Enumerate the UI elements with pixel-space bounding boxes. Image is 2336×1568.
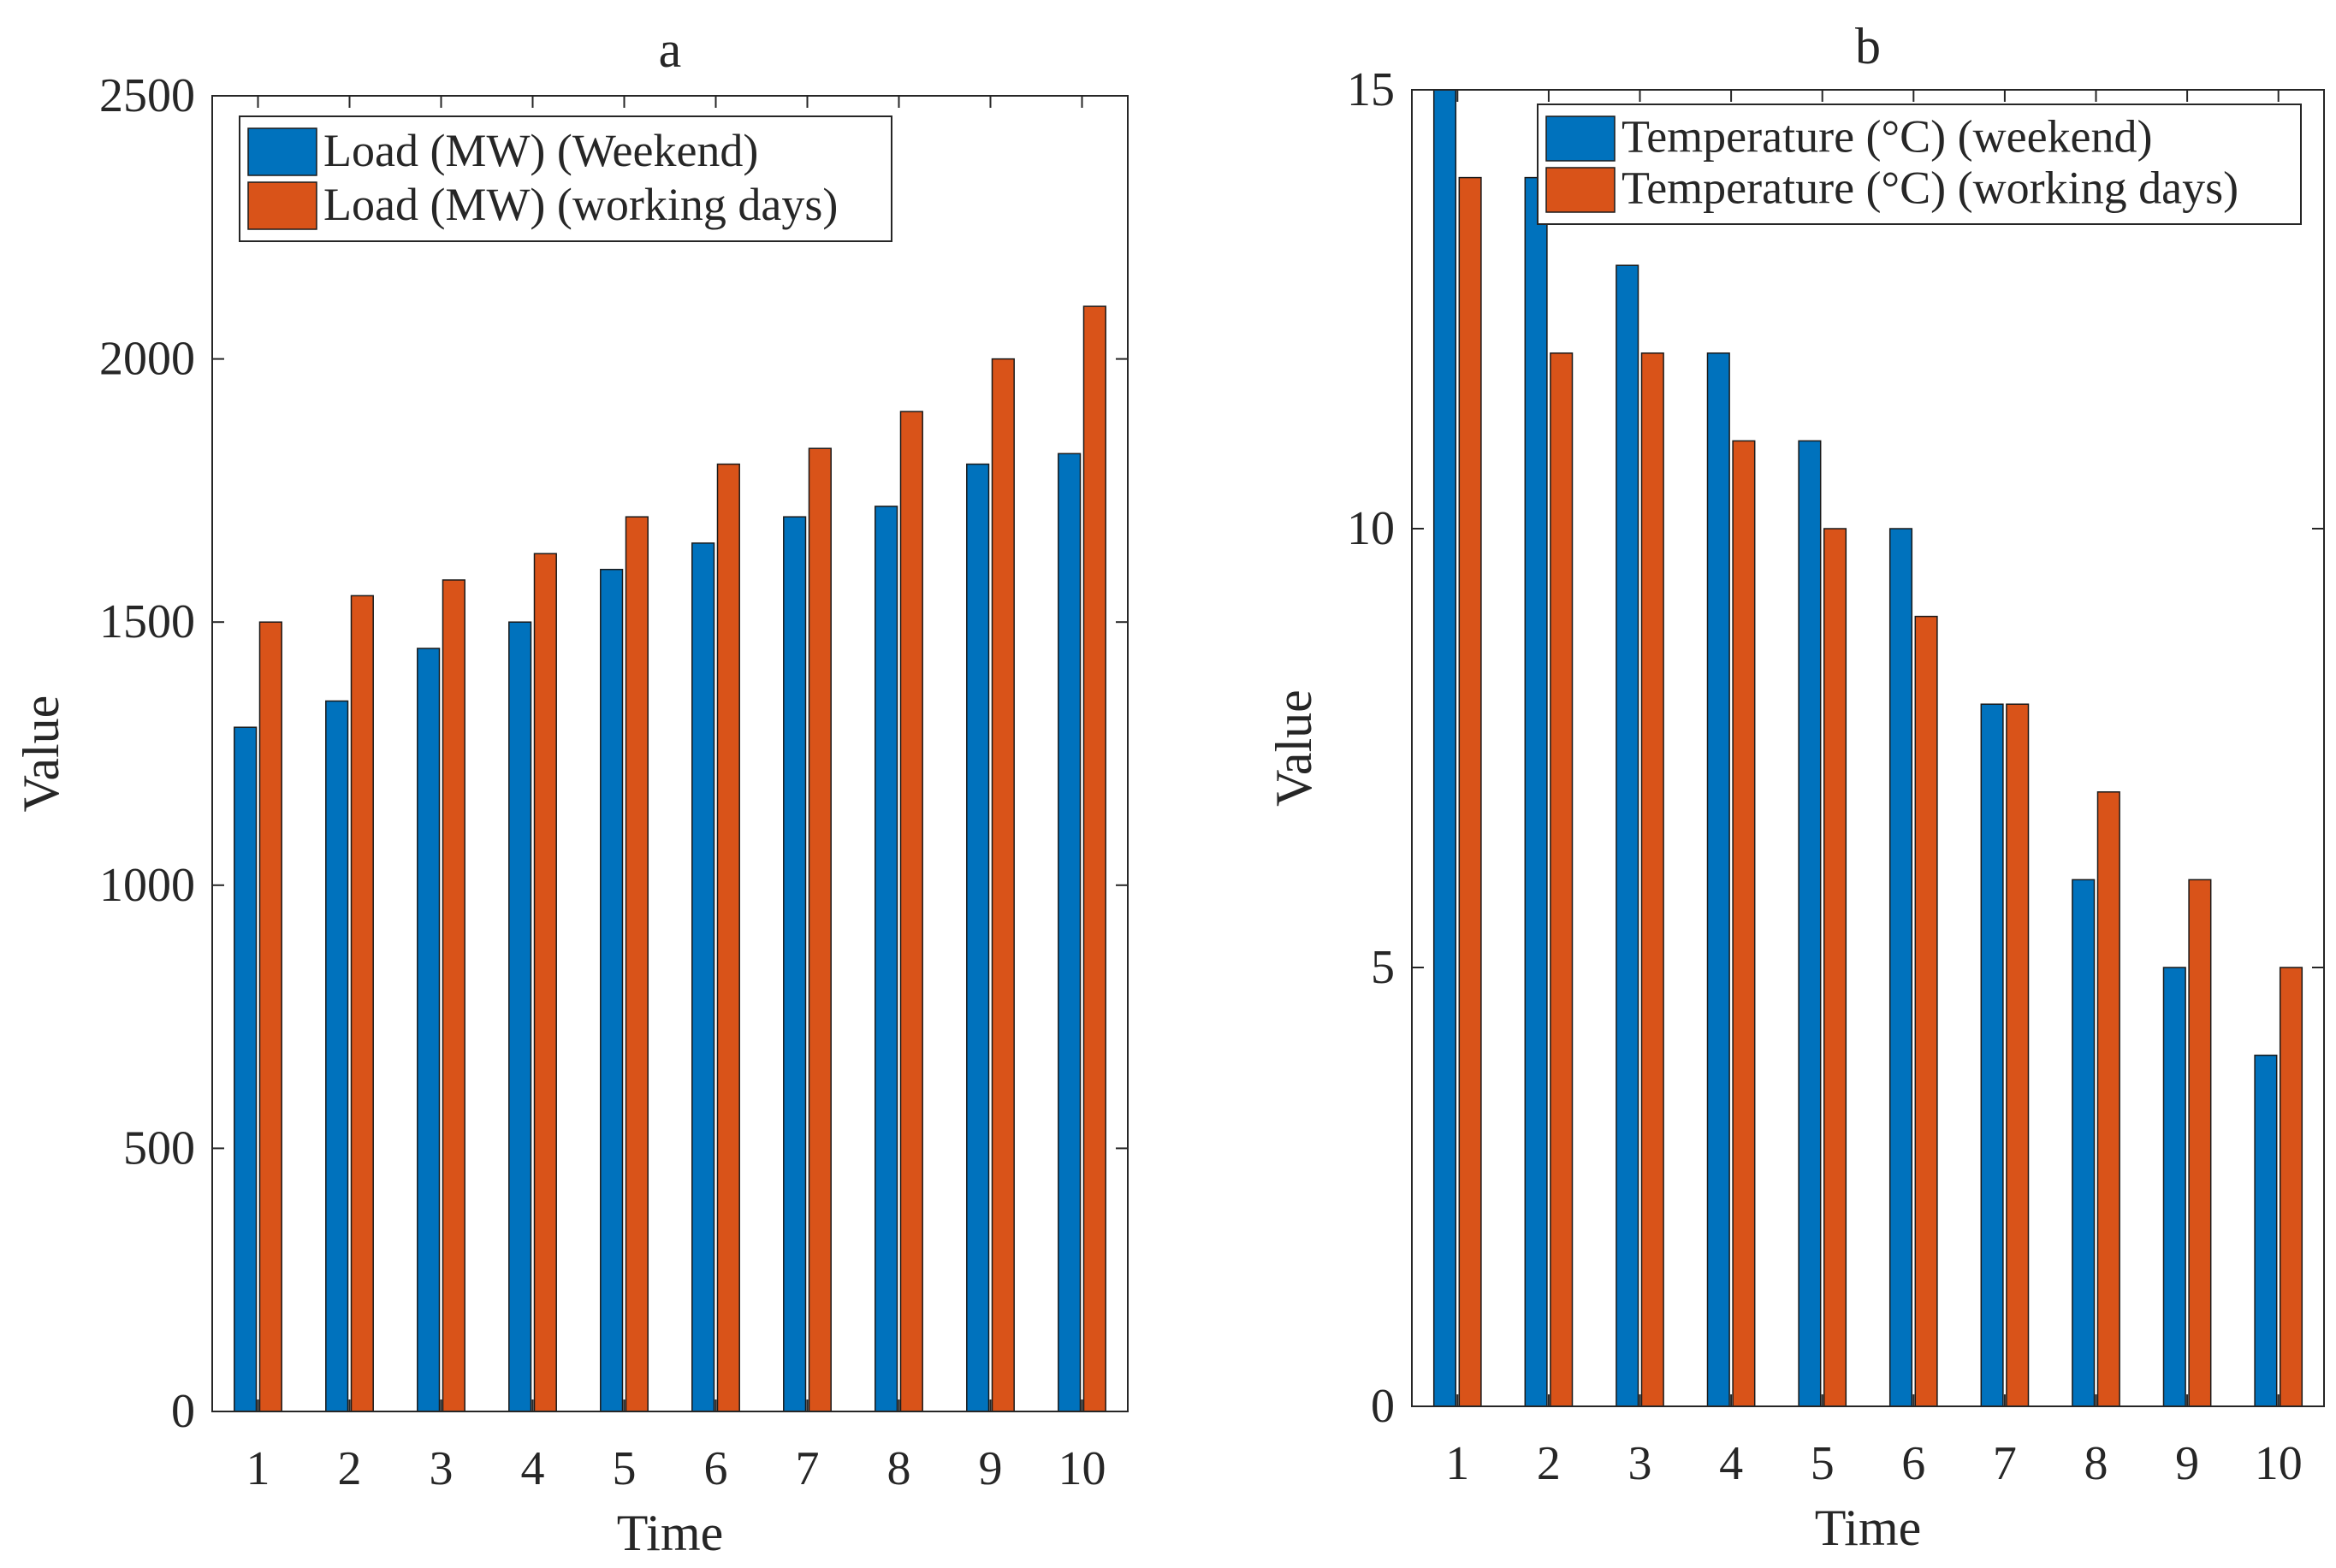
plot-area-frame [1411, 89, 2325, 1407]
chart-panel-b: 0 5 10 15 1 2 3 4 5 6 7 8 9 10 b Time Value Temperature (… [1266, 18, 2325, 1556]
legend-label-series2: Load (MW) (working days) [323, 179, 838, 230]
bar-series2-t6 [716, 463, 740, 1412]
legend-label-series1: Load (MW) (Weekend) [323, 125, 758, 176]
legend-box [239, 115, 892, 242]
bar-series2-t2 [1550, 352, 1574, 1407]
bar-series2-t3 [1640, 352, 1664, 1407]
bar-series2-t9 [991, 358, 1015, 1412]
legend-swatch-series2 [247, 181, 317, 230]
x-tick-label: 4 [521, 1442, 545, 1495]
legend-box [1537, 104, 2302, 225]
y-tick-label: 10 [1347, 502, 1395, 555]
bar-series1-t2 [1524, 176, 1548, 1407]
bar-series2-t7 [808, 447, 832, 1412]
bar-series1-t2 [325, 700, 349, 1412]
x-tick-label: 4 [1719, 1437, 1743, 1490]
y-axis-label: Value [13, 695, 69, 813]
x-tick-label: 3 [1628, 1437, 1652, 1490]
bar-series1-t8 [875, 506, 898, 1412]
bar-series1-t6 [691, 542, 715, 1412]
bar-series2-t10 [1082, 305, 1106, 1412]
bar-series1-t6 [1888, 528, 1913, 1407]
bar-series1-t10 [2254, 1054, 2278, 1407]
bar-series1-t10 [1058, 453, 1082, 1412]
x-tick-label: 5 [613, 1442, 637, 1495]
bar-series2-t3 [442, 579, 465, 1412]
x-tick-label: 1 [246, 1442, 270, 1495]
x-tick-label: 6 [1901, 1437, 1925, 1490]
x-tick-label: 9 [2175, 1437, 2199, 1490]
x-tick-label: 10 [1058, 1442, 1106, 1495]
bar-series1-t5 [600, 568, 624, 1412]
bar-series2-t9 [2188, 879, 2212, 1407]
bar-series1-t3 [417, 648, 441, 1412]
chart-title: b [1855, 18, 1881, 74]
y-tick-label: 500 [123, 1121, 195, 1175]
x-tick-label: 2 [338, 1442, 362, 1495]
bar-series2-t10 [2279, 967, 2303, 1407]
bar-series1-t1 [234, 726, 258, 1412]
bar-series2-t5 [625, 516, 649, 1412]
chart-panel-a: 0 500 1000 1500 2000 2500 1 2 3 4 5 6 7 8 9 10 a Time Valu… [13, 21, 1129, 1561]
legend-swatch-series1 [247, 127, 317, 176]
y-tick-label: 0 [1371, 1380, 1395, 1433]
x-tick-label: 8 [2084, 1437, 2108, 1490]
y-tick-label: 0 [171, 1385, 195, 1438]
x-tick-label: 5 [1811, 1437, 1835, 1490]
bar-series2-t4 [1732, 440, 1756, 1407]
x-tick-label: 6 [704, 1442, 728, 1495]
bar-series1-t5 [1798, 440, 1822, 1407]
y-tick-label: 2000 [99, 333, 195, 386]
x-tick-label: 10 [2255, 1437, 2303, 1490]
bar-series2-t6 [1914, 615, 1938, 1407]
bar-series1-t3 [1616, 264, 1639, 1407]
x-tick-label: 1 [1445, 1437, 1469, 1490]
bar-series2-t5 [1823, 528, 1847, 1407]
y-axis-label: Value [1266, 689, 1322, 807]
x-tick-label: 8 [887, 1442, 911, 1495]
bar-series2-t8 [2096, 791, 2120, 1407]
legend-label-series2: Temperature (°C) (working days) [1622, 163, 2238, 214]
y-tick-label: 5 [1371, 941, 1395, 994]
legend-swatch-series1 [1545, 115, 1616, 162]
legend-swatch-series2 [1545, 167, 1616, 213]
y-tick-label: 15 [1347, 63, 1395, 116]
bar-series1-t9 [966, 463, 990, 1412]
bar-series2-t7 [2006, 703, 2030, 1407]
bar-series2-t8 [899, 411, 923, 1412]
plot-area-frame [211, 95, 1129, 1412]
y-tick-label: 1500 [99, 595, 195, 648]
y-tick-label: 2500 [99, 69, 195, 122]
bar-series1-t4 [1706, 352, 1730, 1407]
bar-series2-t1 [1458, 176, 1482, 1407]
legend: Temperature (°C) (weekend)Temperature (°… [1537, 104, 2302, 225]
x-tick-label: 7 [1993, 1437, 2017, 1490]
bar-series1-t9 [2162, 967, 2186, 1407]
y-tick-label: 1000 [99, 859, 195, 912]
bar-series2-t4 [533, 553, 557, 1412]
x-axis-label: Time [617, 1505, 724, 1561]
bar-series1-t8 [2072, 879, 2096, 1407]
x-tick-label: 3 [430, 1442, 454, 1495]
x-axis-label: Time [1815, 1500, 1922, 1556]
chart-title: a [659, 21, 682, 78]
bar-series1-t4 [508, 621, 532, 1412]
bar-series2-t2 [350, 595, 374, 1412]
legend: Load (MW) (Weekend)Load (MW) (working da… [239, 115, 892, 242]
bar-series1-t7 [783, 516, 807, 1412]
bar-series1-t7 [1980, 703, 2004, 1407]
legend-label-series1: Temperature (°C) (weekend) [1622, 111, 2153, 163]
x-tick-label: 7 [796, 1442, 820, 1495]
bar-series2-t1 [258, 621, 282, 1412]
x-tick-label: 2 [1537, 1437, 1561, 1490]
x-tick-label: 9 [979, 1442, 1003, 1495]
bar-series1-t1 [1432, 89, 1457, 1407]
